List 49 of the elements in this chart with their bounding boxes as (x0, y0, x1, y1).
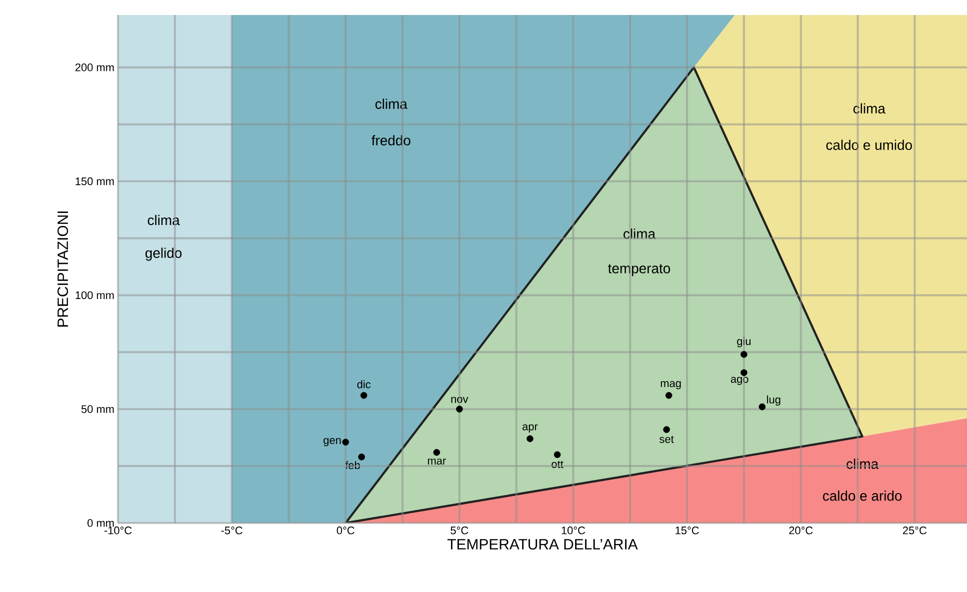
y-tick-label: 50 mm (81, 405, 114, 413)
x-tick-label: 5°C (450, 526, 468, 534)
x-tick-label: 25°C (902, 526, 926, 534)
y-tick-label: 200 mm (75, 64, 114, 72)
point (358, 454, 365, 460)
point (342, 438, 350, 446)
point (554, 451, 561, 458)
x-tick-label: -10°C (104, 526, 132, 534)
series-label: gen (324, 438, 341, 446)
y-tick-label: 150 mm (76, 177, 114, 186)
annotation: clima (375, 98, 408, 109)
annotation: freddo (372, 135, 410, 146)
annotation: clima (846, 458, 879, 469)
point (665, 392, 672, 399)
x-tick-label: 10°C (562, 526, 586, 534)
x-tick-label: 0°C (336, 526, 354, 534)
series-label: ago (730, 376, 748, 385)
point (740, 369, 748, 376)
series-label: ott (552, 460, 564, 468)
annotation: gelido (145, 248, 182, 261)
series-label: apr (522, 424, 538, 433)
series-label: lug (767, 395, 780, 406)
series-label: nov (451, 396, 468, 403)
point (360, 392, 368, 399)
point (526, 435, 534, 442)
series-label: mag (660, 381, 681, 390)
series-label: mar (428, 458, 446, 465)
y-tick-label: 0 mm (88, 519, 114, 527)
series-label: feb (345, 461, 360, 470)
annotation: clima (148, 214, 180, 226)
annotation: clima (624, 228, 656, 239)
point (663, 426, 670, 433)
annotation: temperato (608, 264, 670, 276)
x-tick-label: -5°C (221, 526, 242, 534)
y-axis-title: PRECIPITAZIONI (57, 212, 68, 327)
annotation: caldo e arido (822, 490, 902, 501)
point (456, 406, 463, 412)
series-label: dic (357, 380, 371, 388)
y-tick-label: 100 mm (76, 291, 114, 300)
x-tick-label: 20°C (789, 526, 813, 534)
annotation: caldo e umido (826, 140, 912, 150)
point (433, 448, 440, 456)
series-label: giu (737, 337, 751, 348)
series-label: set (660, 436, 674, 443)
annotation: clima (853, 103, 886, 114)
x-axis-title: TEMPERATURA DELL’ARIA (447, 539, 638, 550)
point (758, 403, 766, 410)
point (740, 351, 748, 358)
x-tick-label: 15°C (676, 526, 699, 534)
